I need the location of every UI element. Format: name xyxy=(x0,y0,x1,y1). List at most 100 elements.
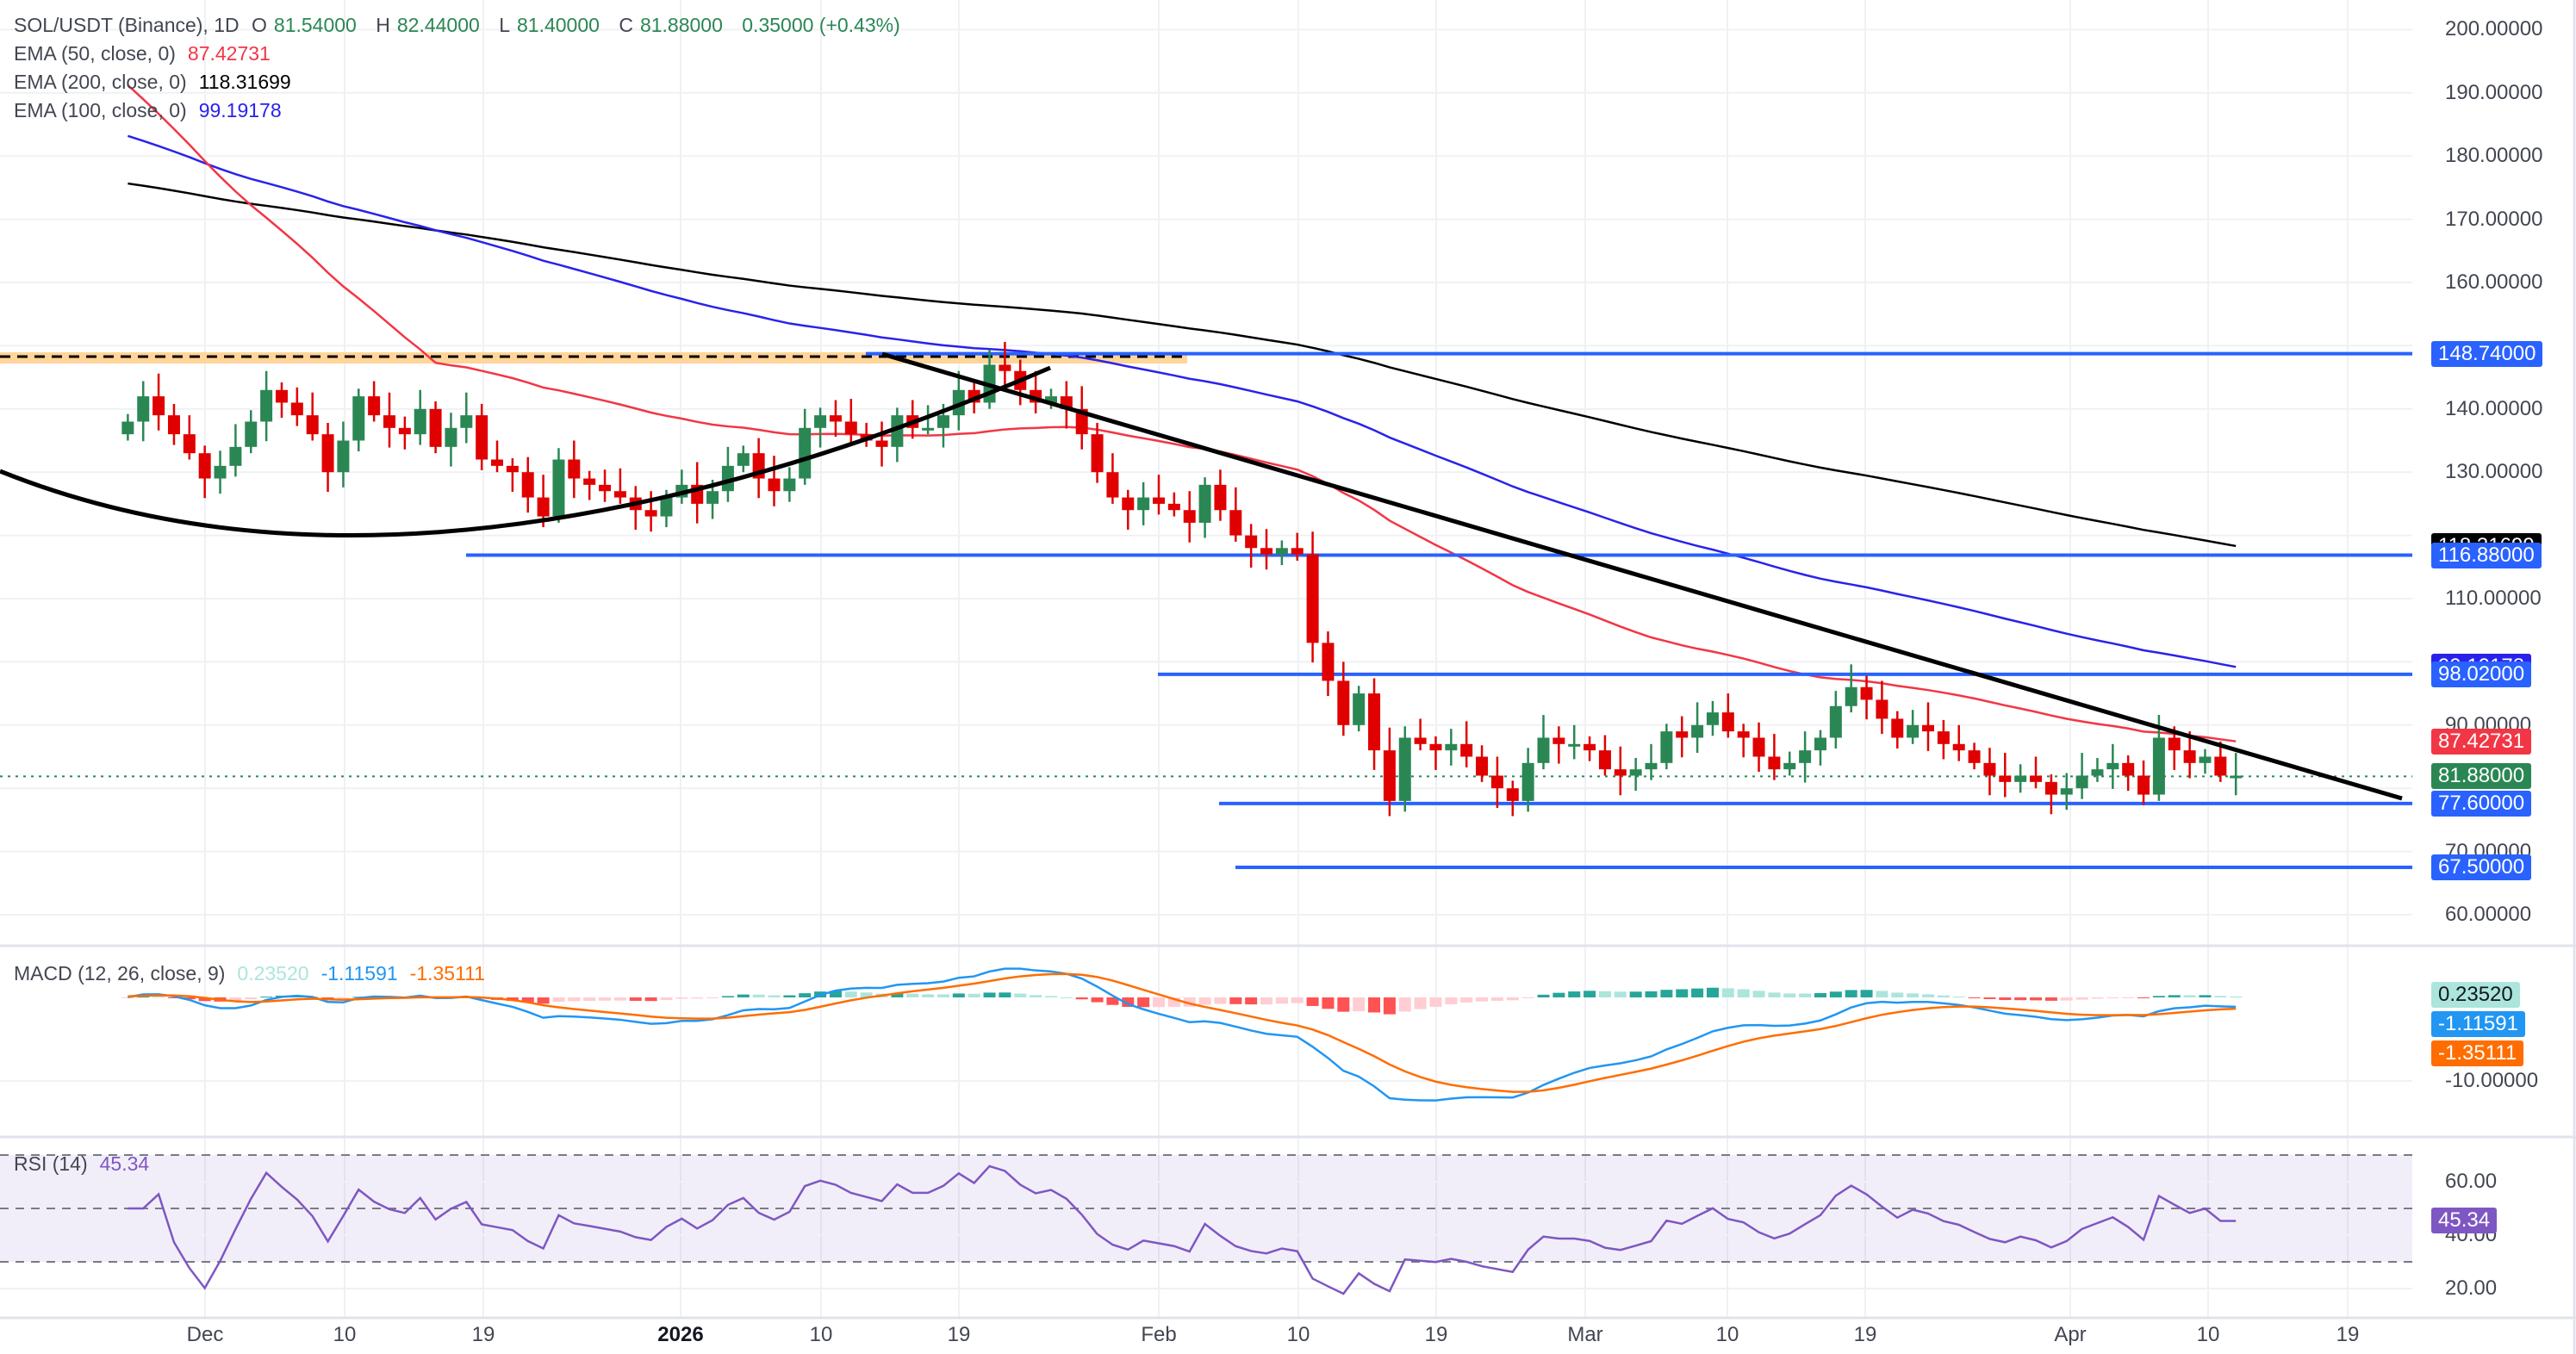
candle-body xyxy=(2152,737,2165,795)
macd-histogram-bar xyxy=(1691,988,1704,997)
downtrend-line xyxy=(881,351,2403,801)
candle-body xyxy=(214,465,227,479)
candle-body xyxy=(1306,554,1319,643)
candle-body xyxy=(1091,434,1104,473)
macd-histogram-bar xyxy=(768,995,781,997)
time-tick-label: 10 xyxy=(333,1323,357,1346)
candle-body xyxy=(521,472,534,498)
candle-body xyxy=(1245,535,1258,549)
symbol-title: SOL/USDT (Binance), 1D xyxy=(14,14,240,36)
time-tick-label: 10 xyxy=(809,1323,833,1346)
time-tick-label: 19 xyxy=(471,1323,495,1346)
macd-histogram-bar xyxy=(2137,997,2150,998)
candle-body xyxy=(198,453,211,479)
candle-body xyxy=(891,415,904,447)
macd-histogram-bar xyxy=(1521,997,1534,998)
candle-body xyxy=(1598,750,1611,770)
macd-histogram-bar xyxy=(1860,990,1873,997)
candle-body xyxy=(1768,756,1781,770)
macd-tag: -1.35111 xyxy=(2431,1040,2524,1066)
candle-body xyxy=(799,427,812,479)
macd-histogram-bar xyxy=(799,993,812,997)
candle-body xyxy=(1476,756,1489,776)
time-tick-label: 2026 xyxy=(657,1323,704,1346)
macd-histogram-bar xyxy=(1291,997,1304,1003)
macd-histogram-bar xyxy=(613,997,626,1001)
macd-histogram-bar xyxy=(1552,992,1565,997)
price-tag: 81.88000 xyxy=(2431,763,2532,790)
macd-histogram-bar xyxy=(952,993,965,997)
candle-body xyxy=(1153,497,1165,504)
macd-histogram-bar xyxy=(1137,997,1150,1008)
price-tick-label: 110.00000 xyxy=(2445,587,2542,610)
rsi-band xyxy=(0,1155,2412,1262)
candle-body xyxy=(1629,769,1642,776)
candle-body xyxy=(1783,762,1796,770)
candle-body xyxy=(2168,737,2181,751)
candle-body xyxy=(491,459,504,466)
ema200-legend[interactable]: EMA (200, close, 0) 118.31699 xyxy=(14,71,291,93)
macd-legend[interactable]: MACD (12, 26, close, 9) 0.23520 -1.11591 -1… xyxy=(14,962,486,984)
rsi-tick-label: 20.00 xyxy=(2445,1276,2498,1300)
candle-body xyxy=(1106,472,1119,498)
candle-body xyxy=(1584,743,1596,751)
macd-histogram-bar xyxy=(1752,991,1765,997)
candle-body xyxy=(2183,750,2196,763)
macd-histogram-bar xyxy=(936,994,949,997)
ema50-legend[interactable]: EMA (50, close, 0) 87.42731 xyxy=(14,42,271,65)
macd-histogram-bar xyxy=(198,997,211,1002)
macd-histogram-bar xyxy=(1183,997,1196,1007)
candle-body xyxy=(368,396,381,416)
candle-body xyxy=(999,364,1011,371)
macd-histogram-bar xyxy=(1337,997,1350,1012)
macd-histogram-bar xyxy=(660,997,673,1001)
macd-histogram-bar xyxy=(1783,993,1796,997)
time-tick-label: 19 xyxy=(2336,1323,2360,1346)
candle-body xyxy=(1337,680,1350,725)
candle-body xyxy=(167,415,180,435)
macd-histogram-bar xyxy=(1245,997,1258,1005)
price-tick-label: 130.00000 xyxy=(2445,460,2543,484)
macd-histogram-bar xyxy=(1922,994,1934,997)
candle-body xyxy=(290,402,303,416)
candle-body xyxy=(229,446,242,466)
time-tick-label: Dec xyxy=(186,1323,224,1346)
macd-histogram-bar xyxy=(1229,997,1242,1004)
macd-histogram-bar xyxy=(245,997,258,1000)
time-tick-label: 10 xyxy=(1286,1323,1310,1346)
price-tick-label: 180.00000 xyxy=(2445,144,2543,168)
macd-histogram-bar xyxy=(2060,997,2073,1001)
macd-histogram-bar xyxy=(1353,997,1366,1012)
price-tick-label: 200.00000 xyxy=(2445,17,2543,41)
rsi-legend[interactable]: RSI (14) 45.34 xyxy=(14,1152,150,1175)
macd-histogram-bar xyxy=(537,997,550,1004)
macd-histogram-bar xyxy=(860,992,873,997)
macd-histogram-bar xyxy=(922,994,935,997)
candle-body xyxy=(2030,775,2043,782)
candle-body xyxy=(260,389,273,422)
candle-body xyxy=(1183,510,1196,523)
ema100-legend[interactable]: EMA (100, close, 0) 99.19178 xyxy=(14,99,282,121)
time-tick-label: Apr xyxy=(2054,1323,2087,1346)
candle-body xyxy=(1122,497,1135,511)
candle-body xyxy=(1506,788,1519,801)
macd-histogram-bar xyxy=(1460,997,1473,1003)
macd-histogram-bar xyxy=(968,993,980,997)
candle-body xyxy=(1490,775,1503,789)
macd-histogram-bar xyxy=(721,996,734,997)
candle-body xyxy=(922,427,935,431)
candle-body xyxy=(1860,686,1873,700)
macd-histogram-bar xyxy=(521,997,534,1003)
macd-histogram-bar xyxy=(783,995,796,997)
candle-body xyxy=(1445,743,1458,751)
macd-histogram-bar xyxy=(844,991,857,997)
macd-histogram-bar xyxy=(2168,995,2181,997)
candle-body xyxy=(1691,724,1704,738)
candle-body xyxy=(644,510,657,517)
macd-histogram-bar xyxy=(1014,993,1027,997)
macd-histogram-bar xyxy=(1275,997,1288,1004)
macd-histogram-bar xyxy=(1584,991,1596,997)
candle-body xyxy=(1983,762,1996,776)
